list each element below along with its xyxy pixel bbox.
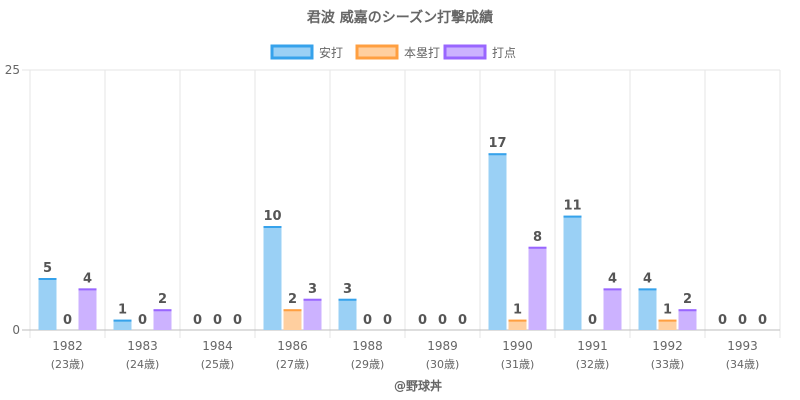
bar-value-label: 17 bbox=[488, 136, 506, 151]
bar[interactable] bbox=[263, 226, 282, 330]
bar-value-label: 0 bbox=[233, 313, 242, 328]
x-tick-label: 1984 bbox=[202, 339, 233, 353]
x-tick-sublabel: (29歳) bbox=[351, 358, 385, 371]
legend-swatch[interactable] bbox=[270, 44, 314, 60]
x-tick-label: 1993 bbox=[727, 339, 758, 353]
x-tick-sublabel: (23歳) bbox=[51, 358, 85, 371]
legend-label[interactable]: 安打 bbox=[319, 45, 343, 60]
bar[interactable] bbox=[283, 309, 302, 330]
bar[interactable] bbox=[488, 153, 507, 330]
bar-value-label: 0 bbox=[193, 313, 202, 328]
bar-value-label: 4 bbox=[83, 271, 92, 286]
grid bbox=[22, 69, 781, 338]
bar-value-label: 0 bbox=[213, 313, 222, 328]
bar[interactable] bbox=[338, 298, 357, 330]
bars bbox=[38, 153, 697, 330]
bar-value-label: 0 bbox=[738, 313, 747, 328]
bar[interactable] bbox=[528, 246, 547, 330]
x-tick-sublabel: (24歳) bbox=[126, 358, 160, 371]
bar-value-label: 10 bbox=[263, 209, 281, 224]
bar-value-label: 2 bbox=[158, 292, 167, 307]
bar-value-label: 8 bbox=[533, 230, 542, 245]
bar[interactable] bbox=[603, 288, 622, 330]
bar-value-label: 1 bbox=[663, 303, 672, 318]
bar[interactable] bbox=[658, 319, 677, 330]
legend-label[interactable]: 本塁打 bbox=[404, 46, 440, 60]
bar-value-label: 0 bbox=[718, 313, 727, 328]
bar-value-label: 1 bbox=[118, 303, 127, 318]
bar[interactable] bbox=[153, 309, 172, 330]
bar[interactable] bbox=[113, 319, 132, 330]
bar-value-label: 2 bbox=[683, 292, 692, 307]
bar[interactable] bbox=[563, 215, 582, 330]
bar-value-label: 4 bbox=[608, 271, 617, 286]
y-tick-label: 25 bbox=[5, 63, 20, 77]
x-tick-label: 1982 bbox=[52, 339, 83, 353]
bar-value-label: 3 bbox=[308, 282, 317, 297]
bar[interactable] bbox=[303, 298, 322, 330]
bar[interactable] bbox=[38, 278, 57, 330]
legend-swatch[interactable] bbox=[355, 44, 399, 60]
x-tick-sublabel: (34歳) bbox=[726, 358, 760, 371]
y-tick-label: 0 bbox=[12, 323, 20, 337]
legend-label[interactable]: 打点 bbox=[492, 46, 516, 60]
x-tick-label: 1989 bbox=[427, 339, 458, 353]
x-tick-sublabel: (30歳) bbox=[426, 358, 460, 371]
bar-value-label: 0 bbox=[63, 313, 72, 328]
legend-swatch[interactable] bbox=[443, 44, 487, 60]
bar-value-label: 0 bbox=[458, 313, 467, 328]
credit-text: @野球丼 bbox=[394, 378, 442, 393]
x-tick-sublabel: (31歳) bbox=[501, 358, 535, 371]
bar-value-label: 0 bbox=[363, 313, 372, 328]
bar-value-label: 4 bbox=[643, 271, 652, 286]
bar-value-label: 3 bbox=[343, 282, 352, 297]
x-tick-label: 1992 bbox=[652, 339, 683, 353]
bar-value-label: 2 bbox=[288, 292, 297, 307]
legend: 安打 本塁打 打点 bbox=[270, 44, 516, 60]
x-tick-label: 1990 bbox=[502, 339, 533, 353]
x-axis: 1982 (23歳) 1983 (24歳) 1984 (25歳) 1986 (27歳) 1988… bbox=[51, 339, 760, 371]
bar-value-label: 1 bbox=[513, 303, 522, 318]
x-tick-label: 1991 bbox=[577, 339, 608, 353]
bar[interactable] bbox=[78, 288, 97, 330]
bar[interactable] bbox=[678, 309, 697, 330]
x-tick-sublabel: (33歳) bbox=[651, 358, 685, 371]
bar-value-label: 0 bbox=[758, 313, 767, 328]
bar-value-label: 0 bbox=[438, 313, 447, 328]
bar-value-label: 0 bbox=[418, 313, 427, 328]
bar-value-label: 11 bbox=[563, 199, 581, 214]
x-tick-sublabel: (27歳) bbox=[276, 358, 310, 371]
x-tick-label: 1983 bbox=[127, 339, 158, 353]
y-axis: 0 25 bbox=[5, 63, 20, 337]
bar-value-label: 5 bbox=[43, 261, 52, 276]
chart-title: 君波 威嘉のシーズン打撃成績 bbox=[306, 9, 493, 26]
bar-value-label: 0 bbox=[588, 313, 597, 328]
x-tick-sublabel: (32歳) bbox=[576, 358, 610, 371]
bar-value-label: 0 bbox=[383, 313, 392, 328]
x-tick-label: 1986 bbox=[277, 339, 308, 353]
bar[interactable] bbox=[638, 288, 657, 330]
bar-value-label: 0 bbox=[138, 313, 147, 328]
x-tick-label: 1988 bbox=[352, 339, 383, 353]
bar[interactable] bbox=[508, 319, 527, 330]
x-tick-sublabel: (25歳) bbox=[201, 358, 235, 371]
